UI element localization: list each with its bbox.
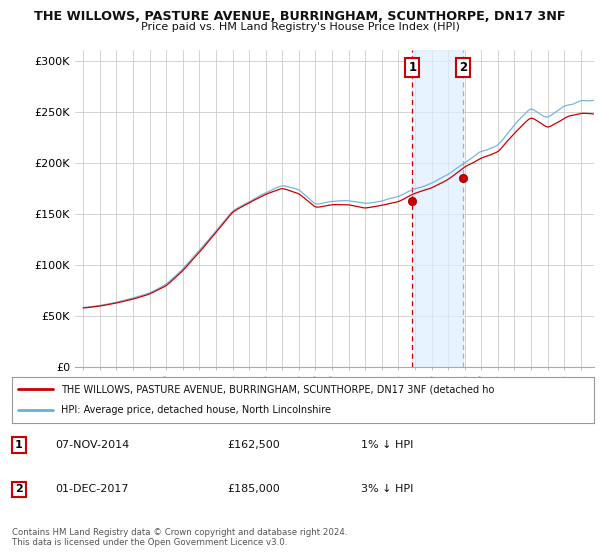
Text: THE WILLOWS, PASTURE AVENUE, BURRINGHAM, SCUNTHORPE, DN17 3NF: THE WILLOWS, PASTURE AVENUE, BURRINGHAM,…: [34, 10, 566, 23]
Text: Contains HM Land Registry data © Crown copyright and database right 2024.
This d: Contains HM Land Registry data © Crown c…: [12, 528, 347, 547]
Text: HPI: Average price, detached house, North Lincolnshire: HPI: Average price, detached house, Nort…: [61, 405, 331, 416]
Bar: [412, 50, 463, 367]
Text: Price paid vs. HM Land Registry's House Price Index (HPI): Price paid vs. HM Land Registry's House …: [140, 22, 460, 32]
Text: 2: 2: [15, 484, 23, 494]
Text: 1: 1: [15, 440, 23, 450]
Text: 3% ↓ HPI: 3% ↓ HPI: [361, 484, 413, 494]
Text: 07-NOV-2014: 07-NOV-2014: [56, 440, 130, 450]
Text: 1% ↓ HPI: 1% ↓ HPI: [361, 440, 413, 450]
Text: £162,500: £162,500: [227, 440, 280, 450]
Text: 1: 1: [409, 61, 416, 74]
Text: £185,000: £185,000: [227, 484, 280, 494]
Text: 2: 2: [459, 61, 467, 74]
Text: 01-DEC-2017: 01-DEC-2017: [56, 484, 129, 494]
Text: THE WILLOWS, PASTURE AVENUE, BURRINGHAM, SCUNTHORPE, DN17 3NF (detached ho: THE WILLOWS, PASTURE AVENUE, BURRINGHAM,…: [61, 384, 495, 394]
